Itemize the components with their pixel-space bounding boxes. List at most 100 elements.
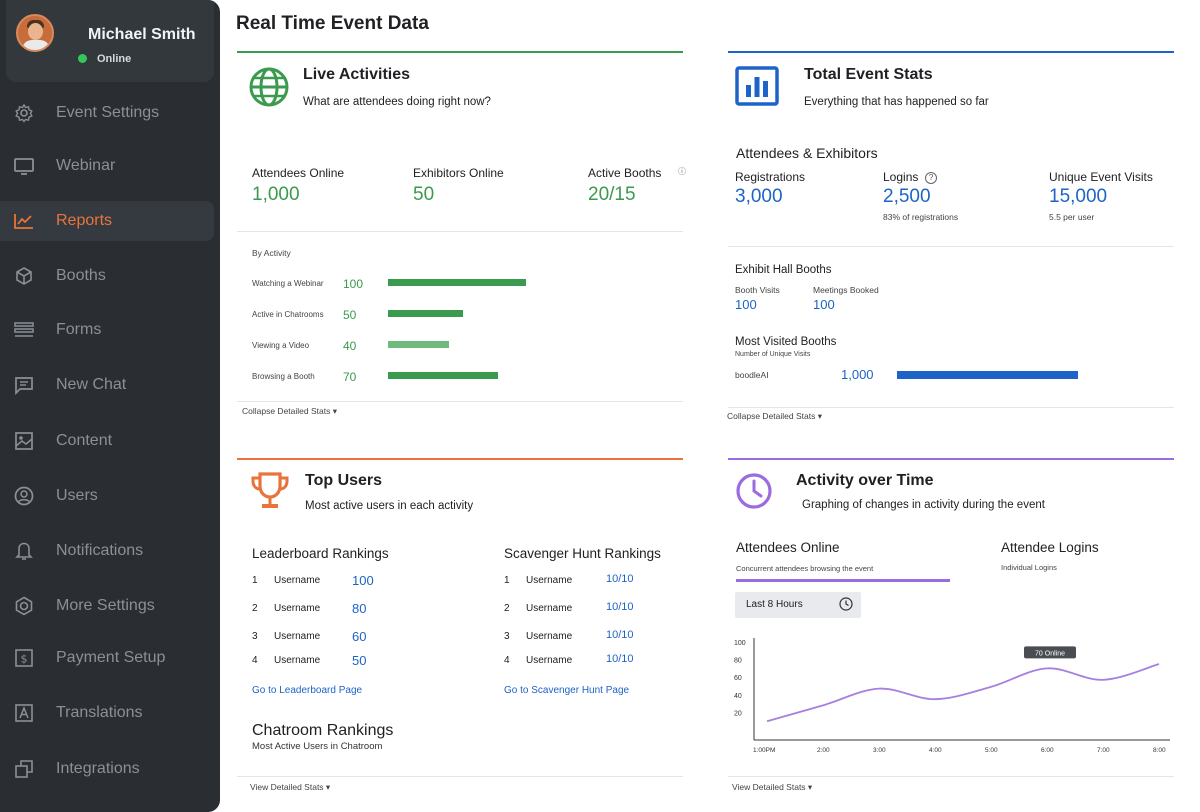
unique-visits-label: Unique Event Visits [1049, 170, 1153, 184]
activity-chart: 100 80 60 40 20 1:00PM 2:00 3:00 4:00 5:00 6:00 7:… [734, 638, 1170, 754]
page-title: Real Time Event Data [236, 13, 429, 34]
sidebar-item-payment-setup[interactable]: $ Payment Setup [0, 638, 214, 678]
activity-value: 50 [343, 308, 357, 322]
divider [237, 231, 683, 232]
chart-tooltip-box [1024, 646, 1076, 659]
translate-icon [12, 701, 36, 725]
dollar-icon: $ [12, 646, 36, 670]
rank-username: Username [526, 603, 573, 614]
series-line [766, 663, 1160, 723]
chatroom-heading: Chatroom Rankings [252, 722, 394, 739]
rank-value: 100 [352, 573, 374, 588]
bar-chart-icon [735, 66, 779, 106]
scavenger-link[interactable]: Go to Scavenger Hunt Page [504, 685, 630, 696]
logins-value: 2,500 [883, 186, 931, 207]
rank-number: 3 [504, 631, 510, 642]
chatroom-subtitle: Most Active Users in Chatroom [252, 741, 383, 752]
sidebar-item-label: Reports [56, 212, 113, 229]
svg-text:$: $ [21, 653, 28, 666]
sidebar-item-label: More Settings [56, 597, 155, 614]
sidebar-item-new-chat[interactable]: New Chat [0, 365, 214, 405]
sidebar-item-webinar[interactable]: Webinar [0, 146, 214, 186]
booth-visits-bar [897, 371, 1078, 379]
help-icon[interactable]: ? [925, 171, 938, 184]
activity-label: Browsing a Booth [252, 372, 315, 381]
tab-attendee-logins[interactable]: Attendee Logins [1001, 540, 1099, 555]
integrations-icon [12, 757, 36, 781]
x-tick-label: 1:00PM [753, 747, 775, 754]
view-stats-label: View Detailed Stats [732, 782, 806, 792]
activity-bar [388, 279, 526, 286]
sidebar-item-users[interactable]: Users [0, 476, 214, 516]
activity-value: 70 [343, 370, 357, 384]
sidebar-item-notifications[interactable]: Notifications [0, 531, 214, 571]
sidebar-item-label: Webinar [56, 157, 116, 174]
clock-icon [839, 597, 853, 611]
sidebar-item-label: Users [56, 487, 98, 504]
leaderboard-link[interactable]: Go to Leaderboard Page [252, 685, 363, 696]
profile-card[interactable]: Michael Smith Online [6, 0, 214, 82]
activity-label: Watching a Webinar [252, 279, 324, 288]
sidebar-item-content[interactable]: Content [0, 421, 214, 461]
sidebar-item-booths[interactable]: Booths [0, 256, 214, 296]
activity-label: Active in Chatrooms [252, 310, 324, 319]
total-stats-title: Total Event Stats [804, 66, 933, 83]
rank-number: 2 [252, 603, 258, 614]
view-stats-link[interactable]: View Detailed Stats ▾ [250, 782, 331, 792]
by-activity-label: By Activity [252, 248, 291, 258]
rank-number: 3 [252, 631, 258, 642]
activity-label: Viewing a Video [252, 341, 310, 350]
activity-accent [728, 458, 1174, 460]
top-users-subtitle: Most active users in each activity [305, 500, 474, 512]
active-tab-indicator [736, 579, 950, 582]
sidebar-item-integrations[interactable]: Integrations [0, 749, 214, 789]
stat-label: Active Booths [588, 166, 662, 180]
sidebar-item-reports[interactable]: Reports [0, 201, 214, 241]
tab-attendees-online[interactable]: Attendees Online [736, 540, 840, 555]
collapse-stats-link[interactable]: Collapse Detailed Stats ▾ [727, 411, 822, 421]
logins-label-text: Logins [883, 170, 919, 184]
list-icon [12, 318, 36, 342]
image-icon [12, 429, 36, 453]
x-tick-label: 6:00 [1041, 747, 1054, 754]
view-stats-label: View Detailed Stats [250, 782, 324, 792]
time-range-select[interactable]: Last 8 Hours [735, 592, 861, 618]
booth-visits-label: Booth Visits [735, 285, 780, 295]
total-stats-accent [728, 51, 1174, 53]
rank-value: 10/10 [606, 573, 634, 585]
chart-tooltip-text: 70 Online [1035, 650, 1065, 657]
leaderboard-heading: Leaderboard Rankings [252, 546, 389, 561]
unique-visits-value: 15,000 [1049, 186, 1108, 207]
divider [728, 407, 1174, 408]
view-stats-link[interactable]: View Detailed Stats ▾ [732, 782, 813, 792]
rank-number: 4 [252, 655, 258, 666]
logins-note: 83% of registrations [883, 212, 959, 222]
unique-visits-note: 5.5 per user [1049, 212, 1095, 222]
settings-circle-icon [12, 594, 36, 618]
sidebar-item-translations[interactable]: Translations [0, 693, 214, 733]
divider [237, 776, 683, 777]
sidebar: Michael Smith Online Event Settings Webin… [0, 0, 220, 812]
stat-value: 1,000 [252, 184, 300, 205]
sidebar-item-more-settings[interactable]: More Settings [0, 586, 214, 626]
stat-value: 50 [413, 184, 435, 205]
sidebar-item-forms[interactable]: Forms [0, 310, 214, 350]
collapse-stats-link[interactable]: Collapse Detailed Stats ▾ [242, 406, 337, 416]
gear-icon [12, 101, 36, 125]
live-activities-title: Live Activities [303, 66, 411, 83]
rank-username: Username [274, 655, 321, 666]
sidebar-item-event-settings[interactable]: Event Settings [0, 93, 214, 133]
exhibit-hall-heading: Exhibit Hall Booths [735, 264, 832, 276]
monitor-icon [12, 154, 36, 178]
x-tick-label: 2:00 [817, 747, 830, 754]
chat-icon [12, 373, 36, 397]
sidebar-item-label: Payment Setup [56, 649, 166, 666]
trending-up-icon [12, 209, 36, 233]
rank-value: 50 [352, 653, 367, 668]
top-users-title: Top Users [305, 472, 383, 489]
rank-number: 2 [504, 603, 510, 614]
info-icon[interactable]: ⓘ [678, 167, 686, 176]
rank-username: Username [526, 655, 573, 666]
tab-attendees-online-sub: Concurrent attendees browsing the event [736, 564, 874, 573]
rank-value: 60 [352, 629, 367, 644]
